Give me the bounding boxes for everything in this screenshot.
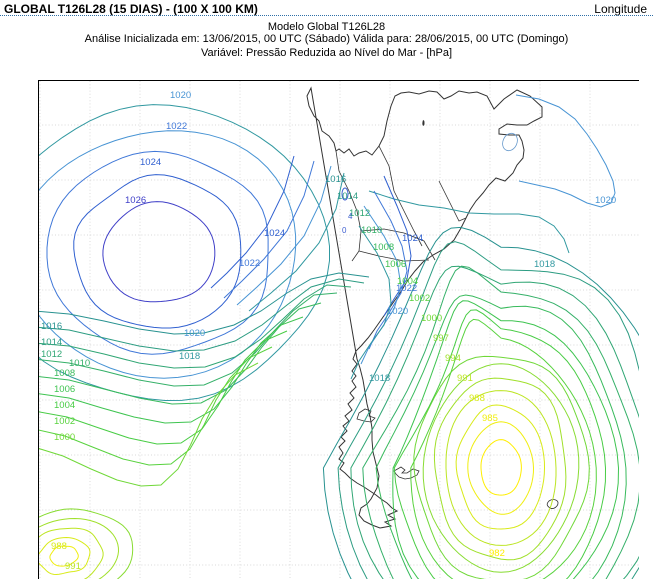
svg-text:1010: 1010 bbox=[361, 225, 382, 236]
svg-text:1014: 1014 bbox=[337, 191, 358, 202]
svg-text:1016: 1016 bbox=[41, 321, 62, 332]
svg-text:1022: 1022 bbox=[396, 283, 417, 294]
svg-text:1006: 1006 bbox=[54, 384, 75, 395]
svg-text:1000: 1000 bbox=[421, 313, 442, 324]
svg-text:1018: 1018 bbox=[179, 351, 200, 362]
svg-text:985: 985 bbox=[482, 413, 498, 424]
svg-text:1020: 1020 bbox=[595, 195, 616, 206]
svg-text:1014: 1014 bbox=[41, 337, 62, 348]
svg-text:988: 988 bbox=[469, 393, 485, 404]
svg-text:1008: 1008 bbox=[373, 242, 394, 253]
svg-text:991: 991 bbox=[457, 373, 473, 384]
svg-text:994: 994 bbox=[445, 353, 461, 364]
svg-text:991: 991 bbox=[65, 561, 81, 572]
svg-text:1020: 1020 bbox=[170, 90, 191, 101]
svg-text:1024: 1024 bbox=[402, 233, 423, 244]
svg-text:1024: 1024 bbox=[264, 228, 285, 239]
svg-text:1020: 1020 bbox=[184, 328, 205, 339]
svg-text:1002: 1002 bbox=[409, 293, 430, 304]
svg-text:1016: 1016 bbox=[325, 174, 346, 185]
svg-text:1022: 1022 bbox=[166, 121, 187, 132]
svg-text:997: 997 bbox=[433, 333, 449, 344]
svg-text:1000: 1000 bbox=[54, 432, 75, 443]
svg-text:1004: 1004 bbox=[54, 400, 75, 411]
svg-text:1008: 1008 bbox=[54, 368, 75, 379]
svg-text:1018: 1018 bbox=[534, 259, 555, 270]
svg-text:1024: 1024 bbox=[140, 157, 161, 168]
svg-text:4: 4 bbox=[348, 212, 353, 221]
svg-text:1006: 1006 bbox=[385, 259, 406, 270]
svg-text:1026: 1026 bbox=[125, 195, 146, 206]
svg-text:1022: 1022 bbox=[239, 258, 260, 269]
svg-text:0: 0 bbox=[342, 226, 347, 235]
svg-text:1020: 1020 bbox=[387, 306, 408, 317]
svg-text:982: 982 bbox=[489, 548, 505, 559]
svg-text:988: 988 bbox=[51, 541, 67, 552]
svg-text:1012: 1012 bbox=[41, 349, 62, 360]
svg-text:1002: 1002 bbox=[54, 416, 75, 427]
svg-text:1018: 1018 bbox=[369, 373, 390, 384]
